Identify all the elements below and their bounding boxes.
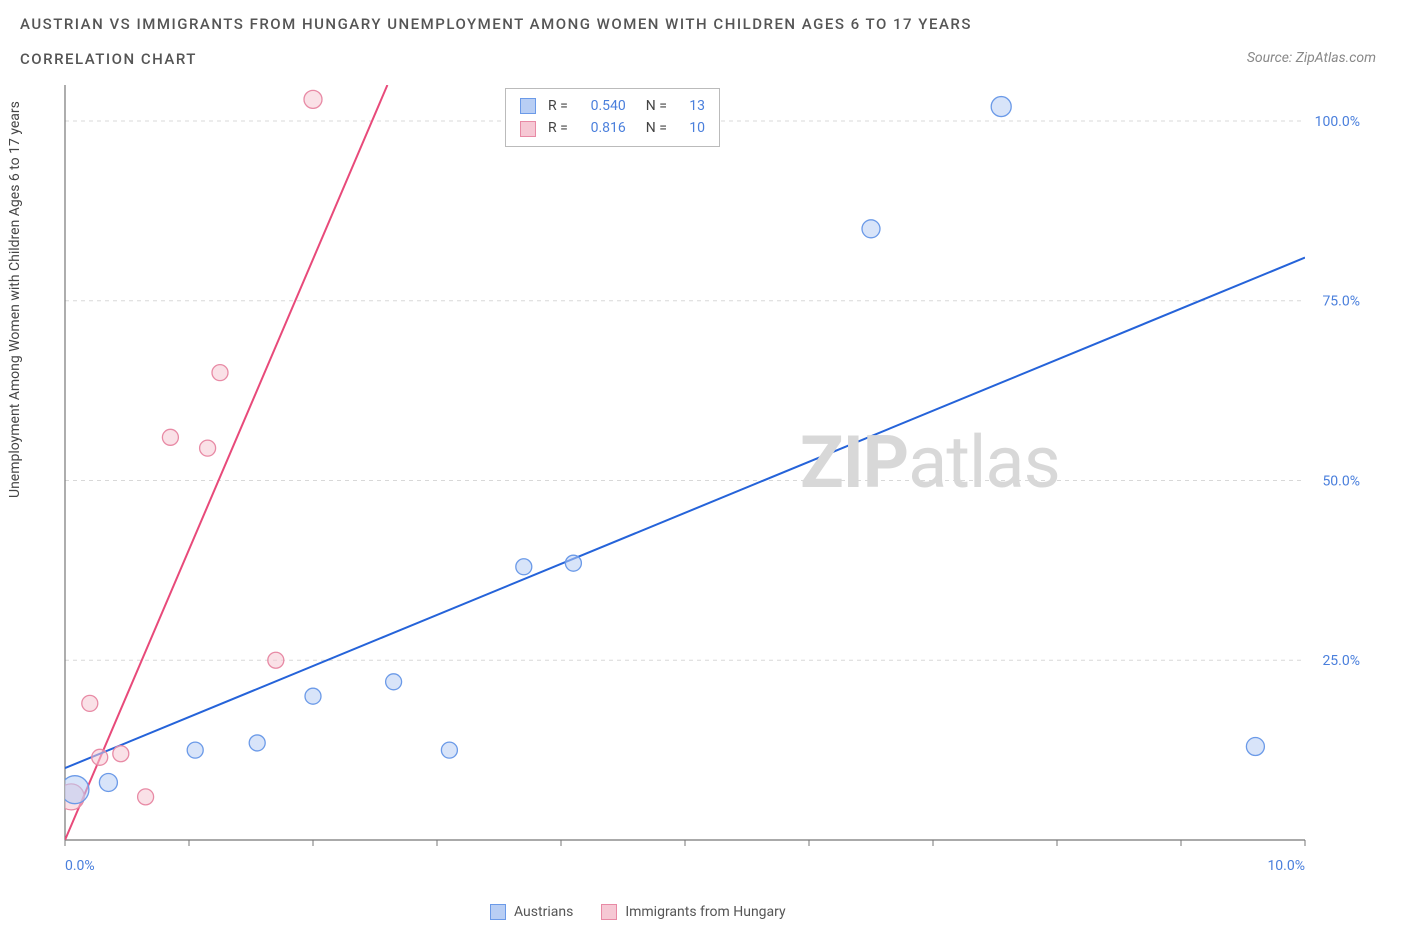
source-attribution: Source: ZipAtlas.com: [1247, 50, 1376, 66]
y-axis-label: Unemployment Among Women with Children A…: [7, 101, 23, 498]
legend-swatch: [490, 904, 506, 920]
legend-correlation-row: R =0.540N =13: [520, 95, 705, 117]
legend-correlation: R =0.540N =13R =0.816N =10: [505, 88, 720, 147]
legend-swatch: [520, 121, 536, 137]
chart-area: 25.0% 50.0% 75.0% 100.0% 0.0% 10.0%: [55, 80, 1375, 880]
svg-text:75.0%: 75.0%: [1322, 294, 1360, 310]
legend-series-item: Immigrants from Hungary: [601, 904, 785, 920]
legend-swatch: [520, 98, 536, 114]
legend-series-item: Austrians: [490, 904, 573, 920]
svg-text:50.0%: 50.0%: [1322, 473, 1360, 489]
svg-text:10.0%: 10.0%: [1267, 858, 1305, 874]
legend-series-label: Immigrants from Hungary: [625, 904, 785, 920]
chart-title-line1: AUSTRIAN VS IMMIGRANTS FROM HUNGARY UNEM…: [20, 15, 972, 33]
svg-text:25.0%: 25.0%: [1322, 653, 1360, 669]
legend-swatch: [601, 904, 617, 920]
chart-title-line2: CORRELATION CHART: [20, 50, 197, 68]
scatter-chart-svg: 25.0% 50.0% 75.0% 100.0% 0.0% 10.0%: [55, 80, 1375, 880]
legend-series: Austrians Immigrants from Hungary: [490, 904, 786, 920]
svg-text:0.0%: 0.0%: [65, 858, 95, 874]
svg-text:100.0%: 100.0%: [1315, 114, 1360, 130]
legend-correlation-row: R =0.816N =10: [520, 117, 705, 139]
legend-series-label: Austrians: [514, 904, 573, 920]
